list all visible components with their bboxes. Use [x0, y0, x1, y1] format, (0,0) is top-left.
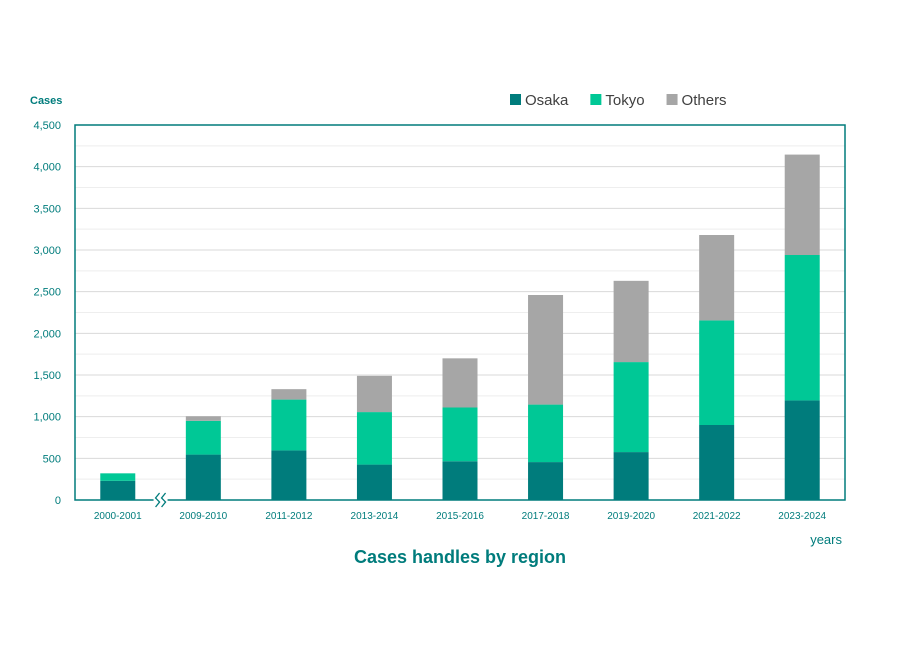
bar-segment-tokyo	[613, 362, 649, 453]
bar-segment-others	[442, 358, 478, 408]
bar-segment-others	[356, 375, 392, 413]
bar-segment-osaka	[699, 425, 735, 500]
axis-break-mark	[153, 492, 168, 508]
legend-swatch-others	[666, 94, 678, 105]
bar-segment-others	[784, 154, 820, 255]
bar-segment-tokyo	[528, 404, 564, 463]
bar-segment-tokyo	[442, 407, 478, 462]
y-tick-label: 0	[55, 495, 61, 507]
x-tick-label: 2023-2024	[778, 511, 826, 522]
bar-segment-tokyo	[100, 473, 136, 481]
x-tick-label: 2013-2014	[351, 511, 399, 522]
x-tick-label: 2021-2022	[693, 511, 741, 522]
y-tick-label: 3,000	[33, 245, 61, 257]
y-tick-label: 4,000	[33, 162, 61, 174]
bar-segment-tokyo	[699, 320, 735, 425]
bar-segment-others	[528, 295, 564, 405]
legend-swatch-osaka	[510, 94, 521, 105]
bar-segment-osaka	[271, 450, 307, 500]
y-tick-label: 4,500	[33, 120, 61, 132]
bar-segment-tokyo	[271, 399, 307, 451]
x-tick-label: 2017-2018	[522, 511, 570, 522]
bar-segment-osaka	[442, 461, 478, 500]
x-axis-label: years	[810, 532, 842, 547]
legend-swatch-tokyo	[590, 94, 602, 105]
bar-segment-osaka	[613, 452, 649, 500]
bar-segment-others	[271, 389, 307, 400]
legend-label-osaka: Osaka	[525, 92, 569, 109]
plot-frame	[74, 124, 846, 501]
bar-segment-tokyo	[784, 255, 820, 401]
y-tick-label: 2,000	[33, 328, 61, 340]
x-tick-label: 2011-2012	[265, 511, 313, 522]
x-tick-label: 2009-2010	[179, 511, 227, 522]
chart-title: Cases handles by region	[354, 547, 566, 567]
bars	[100, 154, 820, 500]
bar-segment-osaka	[784, 400, 820, 500]
axes	[74, 124, 846, 508]
bar-segment-tokyo	[356, 412, 392, 465]
y-tick-label: 3,500	[33, 203, 61, 215]
y-tick-label: 2,500	[33, 287, 61, 299]
legend: Osaka Tokyo Others	[510, 92, 727, 109]
x-tick-label: 2019-2020	[607, 511, 655, 522]
legend-label-others: Others	[682, 92, 727, 109]
y-tick-labels: 0 500 1,000 1,500 2,000 2,500 3,000 3,500 4,000 4…	[33, 120, 61, 507]
bar-segment-osaka	[528, 462, 564, 500]
bar-segment-others	[613, 280, 649, 363]
x-tick-label: 2000-2001	[94, 511, 142, 522]
bar-segment-osaka	[185, 454, 221, 500]
y-tick-label: 1,500	[33, 370, 61, 382]
y-tick-label: 1,000	[33, 412, 61, 424]
x-tick-label: 2015-2016	[436, 511, 484, 522]
bar-segment-tokyo	[185, 420, 221, 455]
y-tick-label: 500	[43, 453, 61, 465]
bar-segment-others	[185, 416, 221, 421]
legend-label-tokyo: Tokyo	[605, 92, 644, 109]
bar-segment-osaka	[100, 480, 136, 500]
y-axis-label: Cases	[30, 95, 62, 107]
x-tick-labels: 2000-2001 2009-2010 2011-2012 2013-2014 2015…	[94, 511, 827, 522]
bar-segment-others	[699, 235, 735, 321]
bar-segment-osaka	[356, 464, 392, 500]
